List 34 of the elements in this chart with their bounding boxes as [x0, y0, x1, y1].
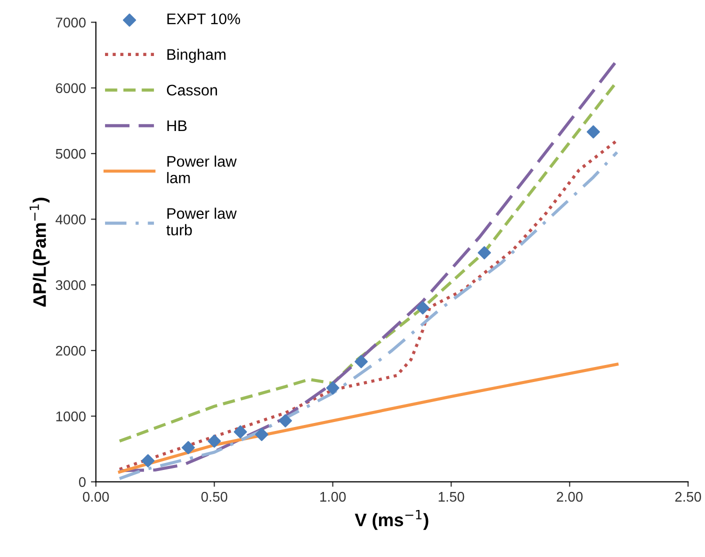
x-tick-label: 2.50	[675, 492, 702, 502]
y-tick-label: 3000	[56, 280, 86, 290]
legend-label: Power law lam	[167, 156, 237, 184]
x-tick-label: 2.00	[556, 492, 583, 502]
x-axis-title: V (ms$^{−1}$)	[354, 510, 428, 530]
point	[416, 301, 430, 314]
legend-label: HB	[167, 120, 187, 132]
point	[278, 414, 292, 428]
y-tick-label: 2000	[56, 346, 86, 356]
y-tick-label: 0	[78, 477, 86, 487]
y-tick-label: 7000	[56, 18, 86, 28]
y-tick-label: 1000	[56, 411, 86, 422]
legend-label: Power law turb	[166, 208, 237, 236]
y-axis-title: ΔP/L(Pam$^{−1}$)	[30, 198, 50, 307]
point	[182, 441, 195, 454]
point	[234, 425, 247, 438]
y-tick-label: 4000	[56, 214, 86, 224]
point	[354, 355, 368, 368]
point	[255, 428, 268, 442]
legend-label: Casson	[166, 84, 217, 96]
legend-label: EXPT 10%	[167, 13, 240, 24]
x-tick-label: 0.00	[82, 492, 109, 502]
x-tick-label: 1.00	[320, 492, 346, 502]
point	[478, 246, 491, 260]
point	[586, 125, 600, 138]
point	[326, 381, 340, 395]
line-series	[118, 362, 619, 474]
x-tick-label: 0.50	[201, 492, 228, 502]
point	[141, 454, 155, 468]
legend-label: Bingham	[167, 48, 226, 63]
y-tick-label: 5000	[56, 148, 86, 159]
point	[208, 434, 221, 448]
x-tick-label: 1.50	[438, 492, 464, 502]
y-tick-label: 6000	[56, 83, 86, 94]
